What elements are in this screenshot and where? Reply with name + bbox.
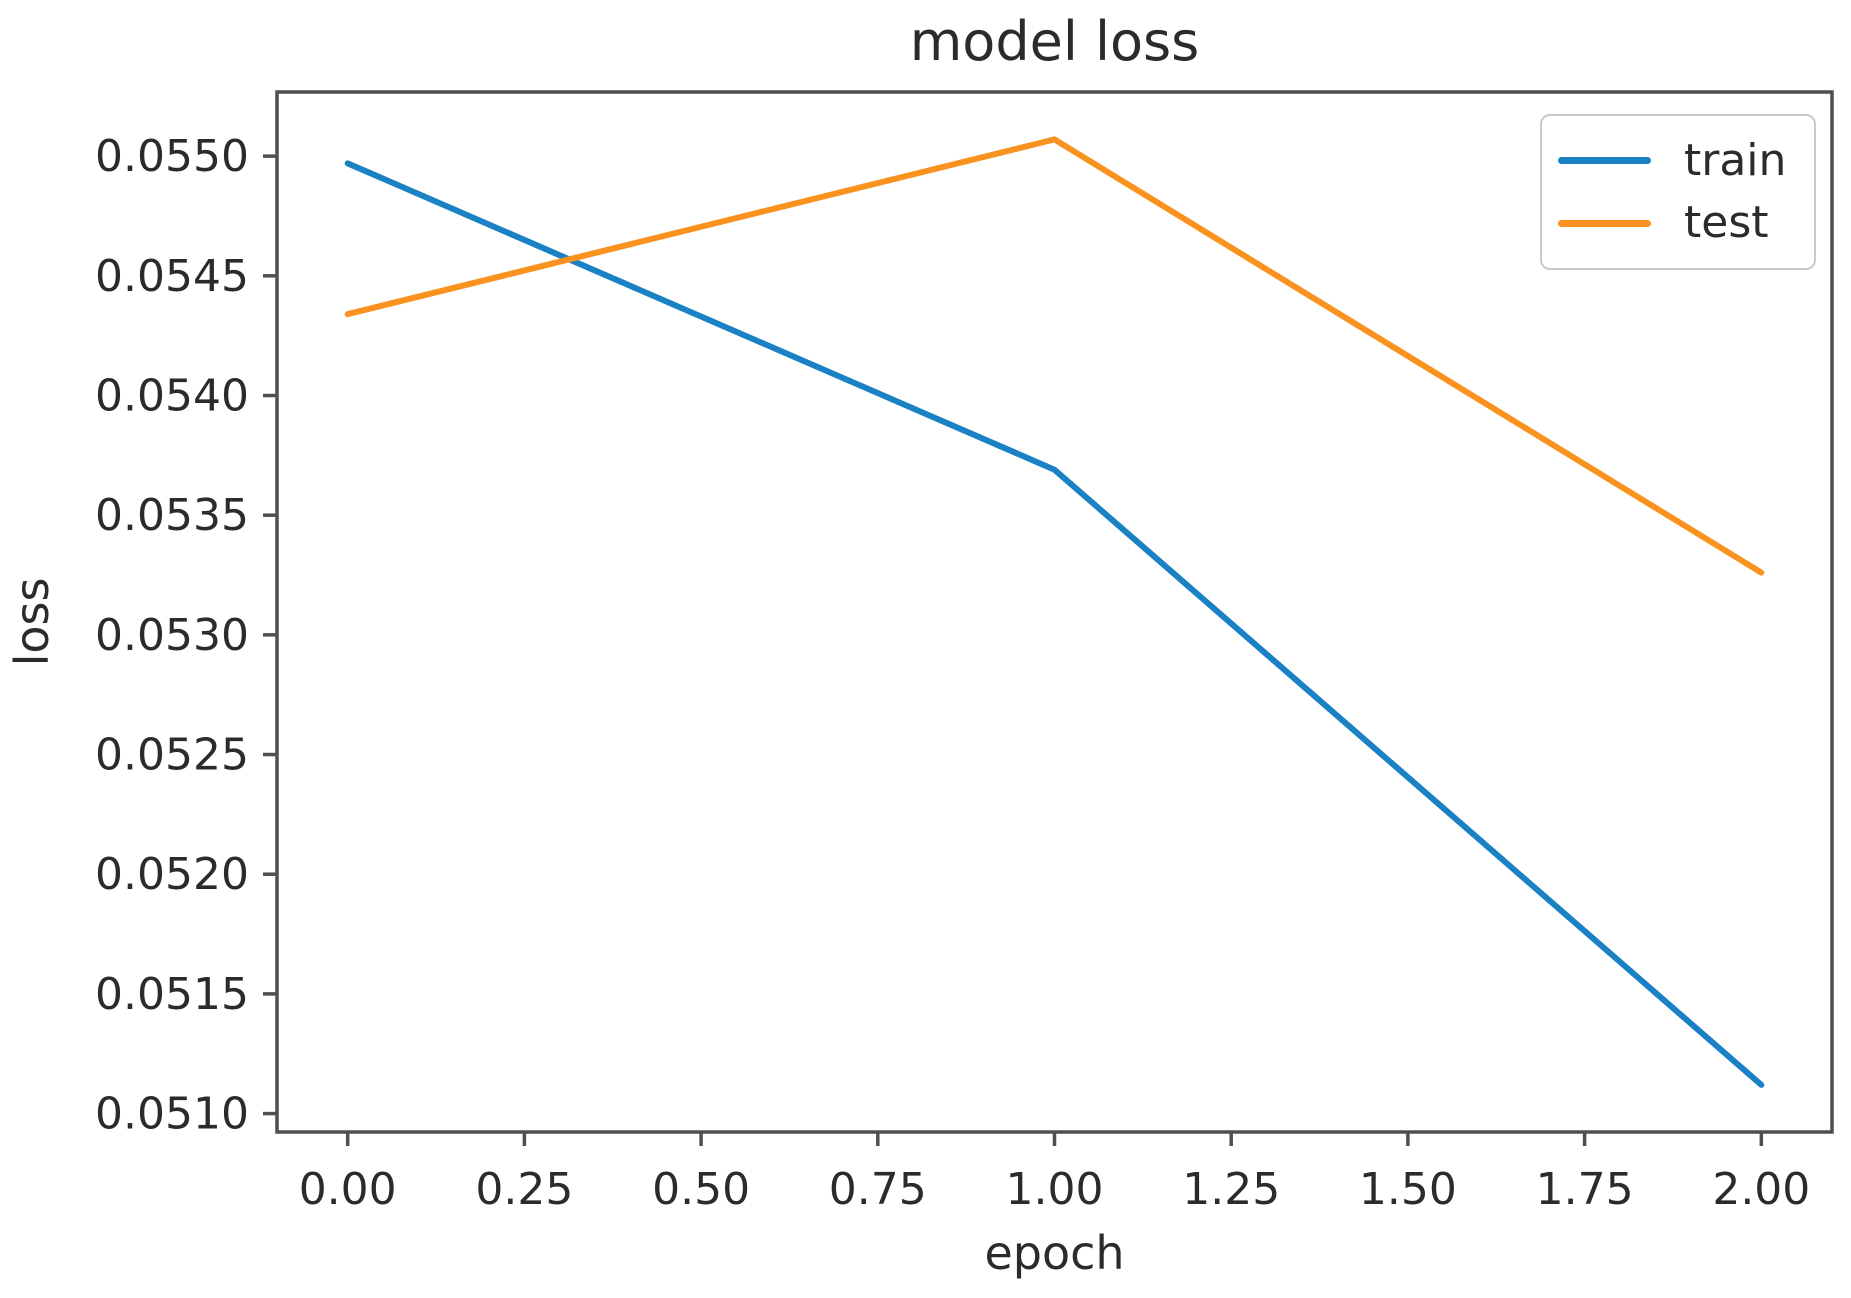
chart-title: model loss	[909, 10, 1200, 73]
y-tick-label: 0.0535	[95, 490, 249, 541]
legend-item-test: test	[1542, 201, 1814, 245]
x-axis-label: epoch	[984, 1226, 1125, 1280]
y-tick-label: 0.0540	[95, 371, 249, 422]
y-tick-label: 0.0550	[95, 131, 249, 182]
legend-item-train: train	[1542, 134, 1814, 186]
test-line-swatch	[1558, 219, 1651, 227]
x-tick-label: 1.25	[1182, 1164, 1280, 1215]
x-tick-label: 1.00	[1006, 1164, 1104, 1215]
y-tick-label: 0.0520	[95, 849, 249, 900]
x-tick-label: 0.00	[299, 1164, 397, 1215]
train-line-swatch	[1558, 157, 1651, 165]
train-line	[344, 160, 1765, 1088]
x-tick-label: 1.50	[1359, 1164, 1457, 1215]
legend-label-train: train	[1684, 134, 1787, 186]
x-tick-label: 0.25	[475, 1164, 573, 1215]
y-tick-label: 0.0515	[95, 969, 249, 1020]
y-tick-label: 0.0530	[95, 610, 249, 661]
y-tick-label: 0.0510	[95, 1089, 249, 1140]
x-tick-label: 0.50	[652, 1164, 750, 1215]
x-tick-label: 2.00	[1712, 1164, 1810, 1215]
y-tick-label: 0.0545	[95, 251, 249, 302]
test-line	[344, 136, 1765, 576]
legend: train test	[1540, 114, 1816, 270]
x-tick-label: 0.75	[829, 1164, 927, 1215]
legend-label-test: test	[1684, 197, 1769, 249]
x-tick-label: 1.75	[1536, 1164, 1634, 1215]
y-tick-label: 0.0525	[95, 730, 249, 781]
